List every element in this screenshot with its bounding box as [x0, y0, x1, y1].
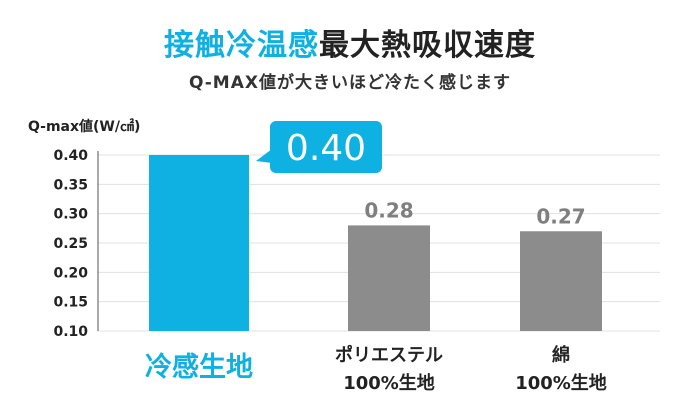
y-tick-label: 0.25: [53, 236, 88, 252]
callout-box: [270, 121, 382, 173]
y-tick-labels: 0.40 0.35 0.30 0.25 0.20 0.15 0.10: [53, 148, 88, 340]
title-accent: 接触冷温感: [164, 28, 319, 63]
title-rest: 最大熱吸収速度: [319, 28, 536, 63]
category-label: ポリエステル: [335, 344, 443, 366]
y-axis-label: Q-max値(W/㎠): [28, 118, 140, 135]
y-tick-label: 0.35: [53, 177, 88, 193]
value-labels: 0.40 0.28 0.27: [256, 121, 586, 228]
y-tick-label: 0.10: [53, 324, 88, 340]
value-label: 0.27: [536, 204, 585, 228]
category-sublabel: 100%生地: [515, 372, 607, 394]
y-tick-label: 0.15: [53, 295, 88, 311]
bar: [149, 155, 249, 331]
chart-subtitle: Q-MAX値が大きいほど冷たく感じます: [188, 73, 511, 93]
category-sublabel: 100%生地: [343, 372, 435, 394]
y-tick-label: 0.30: [53, 207, 88, 223]
y-tick-label: 0.20: [53, 265, 88, 281]
category-label: 綿: [552, 344, 570, 366]
bar: [348, 225, 430, 331]
y-tick-label: 0.40: [53, 148, 88, 164]
callout-pointer: [256, 149, 272, 163]
bars: [149, 155, 602, 331]
value-label: 0.40: [286, 128, 366, 169]
value-label: 0.28: [364, 198, 413, 222]
value-callout: 0.40: [256, 121, 382, 173]
chart-title: 接触冷温感最大熱吸収速度: [0, 26, 700, 66]
bar: [520, 231, 602, 331]
category-label: 冷感生地: [145, 351, 253, 383]
